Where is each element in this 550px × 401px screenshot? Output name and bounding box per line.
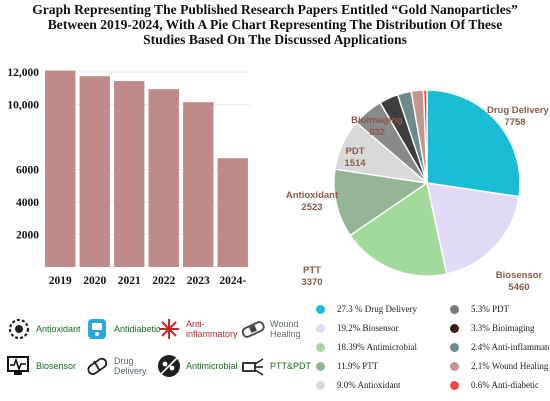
application-label: Wound Healing bbox=[270, 319, 301, 339]
application-label: Antimicrobial bbox=[186, 361, 238, 371]
pie-slice-label: Antioxidant bbox=[286, 190, 339, 201]
pie-slice bbox=[422, 89, 428, 184]
pie-slice bbox=[333, 168, 429, 237]
title-line-2: Between 2019-2024, With A Pie Chart Repr… bbox=[47, 17, 503, 32]
wound-healing-icon bbox=[241, 321, 265, 338]
legend-swatch bbox=[316, 361, 325, 371]
y-tick-label: 12,000 bbox=[7, 67, 39, 79]
antimicrobial-icon bbox=[158, 355, 180, 377]
legend-item: 2.4% Anti-inflammatory bbox=[450, 342, 550, 352]
pie-slice bbox=[426, 89, 521, 198]
y-tick-label: 6000 bbox=[16, 165, 39, 177]
pie-chart: Drug Delivery7758Biosensor5460Antimicrob… bbox=[286, 89, 549, 293]
application-item: PTT&PDT bbox=[240, 353, 311, 379]
x-tick-label: 2022 bbox=[152, 275, 175, 287]
legend-swatch bbox=[316, 342, 325, 352]
legend-swatch bbox=[450, 361, 459, 371]
bar-chart: 2000 4000 6000 10,000 12,000 2019 2020 2021 2022… bbox=[7, 67, 250, 287]
drug-delivery-icon bbox=[87, 357, 108, 375]
legend-swatch bbox=[316, 380, 325, 390]
application-label: Antioxidant bbox=[36, 324, 81, 334]
biosensor-icon bbox=[7, 356, 29, 375]
bar bbox=[114, 81, 145, 267]
pie-slice-value: 5460 bbox=[508, 282, 529, 293]
pie-slice-value: 2523 bbox=[301, 202, 322, 213]
pie-slice-value: 3370 bbox=[301, 277, 322, 288]
pie-slice-value: 932 bbox=[369, 127, 385, 138]
application-item: Antioxidant bbox=[6, 316, 81, 342]
legend-swatch bbox=[316, 323, 325, 333]
bar bbox=[217, 158, 248, 267]
pie-slice-label: Biosensor bbox=[496, 270, 543, 281]
x-tick-label: 2019 bbox=[49, 275, 72, 287]
y-tick-label: 4000 bbox=[16, 197, 39, 209]
antidiabetic-icon bbox=[88, 319, 106, 339]
title-line-3: Studies Based On The Discussed Applicati… bbox=[143, 32, 407, 47]
pie-slice bbox=[349, 181, 448, 277]
pie-slice-label: PDT bbox=[346, 146, 365, 157]
application-item: Antidiabetic bbox=[84, 316, 161, 342]
application-label: Drug Delivery bbox=[114, 356, 147, 376]
legend-item: 19.2% Biosensor bbox=[316, 323, 399, 333]
pie-slice-value: 7758 bbox=[504, 117, 525, 128]
bar bbox=[79, 76, 110, 268]
application-label: Anti- inflammatory bbox=[186, 319, 238, 339]
ptt-pdt-icon bbox=[242, 358, 264, 376]
legend-swatch bbox=[450, 323, 459, 333]
x-tick-label: 2020 bbox=[83, 275, 106, 287]
legend-label: 2.4% Anti-inflammatory bbox=[471, 342, 550, 352]
y-tick-label: 10,000 bbox=[7, 100, 39, 112]
legend-label: 9.0% Antioxidant bbox=[337, 380, 401, 390]
pie-slice-label: Drug Delivery bbox=[487, 105, 549, 116]
y-tick-label: 2000 bbox=[16, 230, 39, 242]
legend-label: 0.6% Anti-diabetic bbox=[471, 380, 539, 390]
pie-slice bbox=[426, 182, 520, 275]
title-line-1: Graph Representing The Published Researc… bbox=[32, 2, 518, 17]
legend-label: 18.39% Antimicrobial bbox=[337, 342, 417, 352]
chart-title: Graph Representing The Published Researc… bbox=[0, 2, 550, 47]
legend-swatch bbox=[450, 342, 459, 352]
application-item: Antimicrobial bbox=[156, 353, 238, 379]
bar bbox=[148, 89, 179, 267]
legend-swatch bbox=[316, 304, 325, 314]
legend-item: 3.3% Bioimaging bbox=[450, 323, 535, 333]
application-item: Anti- inflammatory bbox=[156, 316, 238, 342]
legend-swatch bbox=[450, 380, 459, 390]
application-item: Wound Healing bbox=[240, 316, 301, 342]
legend-swatch bbox=[450, 304, 459, 314]
legend-item: 27.3 % Drug Delivery bbox=[316, 304, 417, 314]
bar bbox=[45, 70, 76, 267]
legend-label: 2.1% Wound Healing bbox=[471, 361, 549, 371]
x-tick-label: 2021 bbox=[118, 275, 141, 287]
legend-label: 3.3% Bioimaging bbox=[471, 323, 535, 333]
legend-label: 5.3% PDT bbox=[471, 304, 509, 314]
legend-item: 2.1% Wound Healing bbox=[450, 361, 548, 371]
legend-item: 18.39% Antimicrobial bbox=[316, 342, 417, 352]
application-item: Drug Delivery bbox=[84, 353, 147, 379]
application-item: Biosensor bbox=[6, 353, 76, 379]
application-label: Antidiabetic bbox=[114, 324, 161, 334]
bar bbox=[183, 102, 214, 267]
pie-slice-value: 1514 bbox=[344, 158, 366, 169]
legend-label: 27.3 % Drug Delivery bbox=[337, 304, 417, 314]
antioxidant-icon bbox=[8, 318, 30, 340]
pie-slice-label: PTT bbox=[303, 265, 321, 276]
application-label: PTT&PDT bbox=[270, 361, 312, 371]
legend-item: 5.3% PDT bbox=[450, 304, 509, 314]
application-label: Biosensor bbox=[36, 361, 77, 371]
legend-item: 11.9% PTT bbox=[316, 361, 378, 371]
x-tick-label: 2024- bbox=[219, 275, 246, 287]
legend-item: 0.6% Anti-diabetic bbox=[450, 380, 539, 390]
anti-inflammatory-icon bbox=[159, 319, 179, 339]
legend-label: 19.2% Biosensor bbox=[337, 323, 399, 333]
legend-label: 11.9% PTT bbox=[337, 361, 379, 371]
legend-item: 9.0% Antioxidant bbox=[316, 380, 401, 390]
pie-slice-label: Bioimaging bbox=[351, 115, 403, 126]
x-tick-label: 2023 bbox=[187, 275, 210, 287]
